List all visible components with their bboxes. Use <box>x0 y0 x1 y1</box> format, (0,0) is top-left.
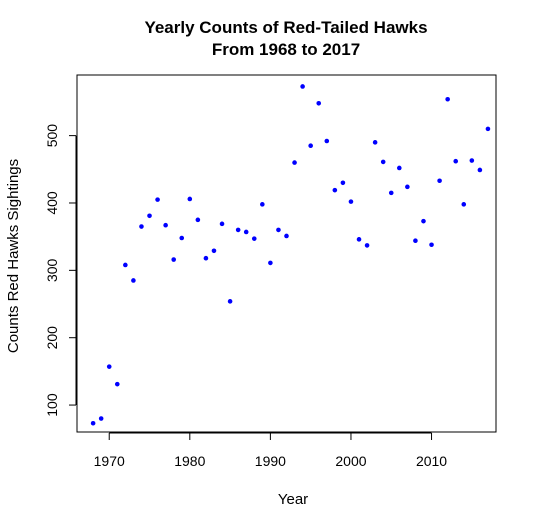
data-point <box>260 202 265 207</box>
data-point <box>155 197 160 202</box>
data-point <box>139 224 144 229</box>
x-tick-label: 2010 <box>416 453 447 469</box>
x-tick-label: 1970 <box>94 453 125 469</box>
y-axis: 100 200 300 400 500 <box>44 124 77 417</box>
x-tick-label: 2000 <box>335 453 366 469</box>
y-tick-label: 200 <box>44 326 60 350</box>
data-point <box>203 255 209 261</box>
data-point <box>429 242 434 248</box>
data-point <box>163 222 168 228</box>
data-point <box>227 299 233 304</box>
data-point <box>405 184 410 190</box>
data-point <box>380 159 386 165</box>
data-point <box>445 96 450 102</box>
data-point <box>485 126 491 132</box>
plot-area-frame <box>76 74 497 433</box>
data-point <box>388 190 394 196</box>
data-point <box>397 165 402 171</box>
data-point <box>324 138 330 144</box>
data-point <box>251 236 257 241</box>
data-point <box>413 238 418 244</box>
x-axis: 1970 1980 1990 2000 2010 <box>94 432 447 469</box>
data-point <box>268 260 273 266</box>
data-point <box>372 140 378 145</box>
data-point <box>348 199 354 204</box>
data-point <box>421 218 426 224</box>
data-point <box>437 178 442 184</box>
data-point <box>356 237 362 242</box>
data-point <box>90 420 96 426</box>
y-tick-label: 300 <box>44 258 60 282</box>
data-point <box>219 221 225 227</box>
data-point <box>171 257 176 262</box>
chart-title: Yearly Counts of Red-Tailed Hawks <box>144 18 427 37</box>
data-point <box>469 158 475 163</box>
data-point <box>292 160 297 165</box>
data-point <box>98 416 104 421</box>
data-point <box>123 262 128 268</box>
data-point <box>461 202 467 207</box>
data-point <box>187 196 193 202</box>
data-point <box>131 278 136 283</box>
data-point <box>211 248 217 254</box>
data-point <box>316 100 322 106</box>
data-point <box>284 233 289 239</box>
data-point <box>235 227 241 233</box>
y-axis-label: Counts Red Hawks Sightings <box>5 159 22 353</box>
y-tick-label: 500 <box>44 124 60 148</box>
x-axis-label: Year <box>278 491 308 508</box>
data-point <box>340 180 346 186</box>
data-point <box>195 217 201 223</box>
x-tick-label: 1990 <box>255 453 286 469</box>
data-point <box>276 227 281 233</box>
data-point <box>308 143 313 149</box>
data-point <box>243 229 249 235</box>
data-point <box>300 84 305 89</box>
y-tick-label: 400 <box>44 191 60 215</box>
data-point <box>179 235 185 241</box>
data-point <box>114 381 120 387</box>
data-points <box>90 84 491 426</box>
data-point <box>453 158 459 164</box>
data-point <box>147 213 152 219</box>
data-point <box>332 187 338 193</box>
x-tick-label: 1980 <box>174 453 205 469</box>
y-tick-label: 100 <box>44 393 60 417</box>
data-point <box>477 167 483 173</box>
data-point <box>106 364 112 369</box>
chart-subtitle: From 1968 to 2017 <box>212 40 360 59</box>
data-point <box>364 243 370 248</box>
